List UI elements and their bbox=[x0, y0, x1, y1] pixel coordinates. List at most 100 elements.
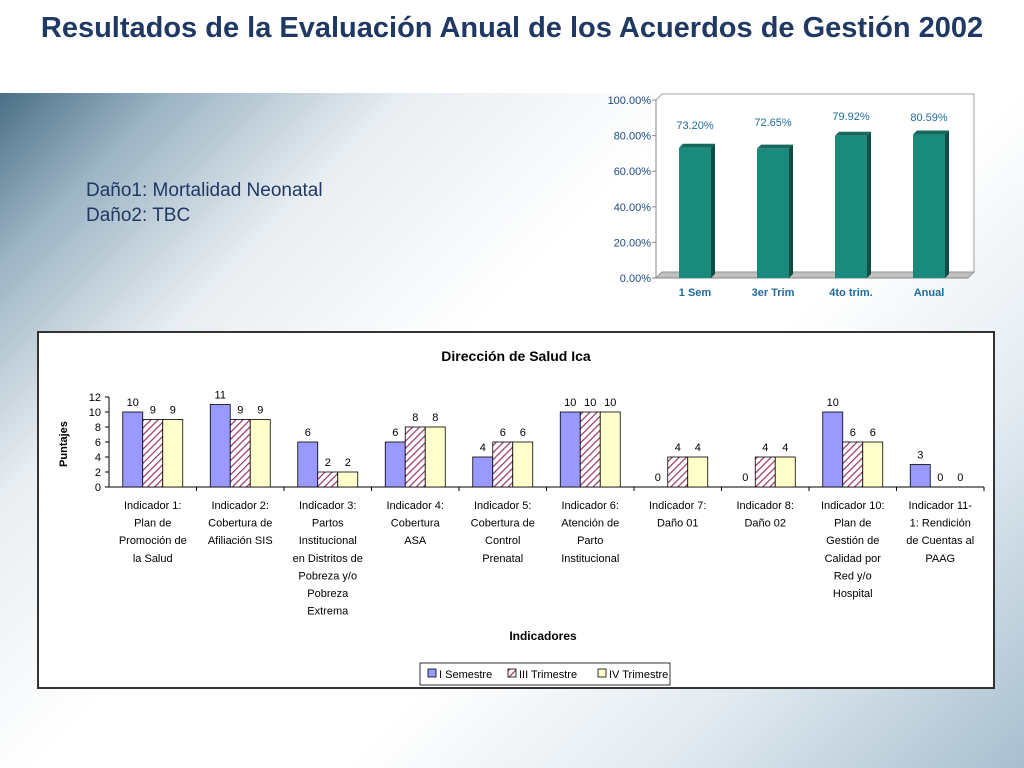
data-label: 79.92% bbox=[832, 111, 870, 123]
data-label: 0 bbox=[957, 472, 963, 484]
bar bbox=[492, 441, 514, 488]
x-tick-label: Indicador 7: Daño 01 bbox=[649, 500, 706, 530]
bar-side bbox=[867, 131, 871, 278]
data-label: 10 bbox=[827, 397, 839, 409]
bar-top bbox=[913, 130, 949, 135]
data-label: 80.59% bbox=[910, 112, 948, 124]
percent-bar-chart: 0.00% 20.00% 40.00% 60.00% 80.00% 100.00% 73.2… bbox=[608, 93, 975, 299]
data-label: 4 bbox=[762, 442, 768, 454]
bar bbox=[579, 411, 601, 488]
bar bbox=[162, 419, 184, 488]
x-tick-label: Indicador 3: Partos Institucional en Distri… bbox=[293, 500, 363, 618]
legend-swatch bbox=[597, 668, 607, 678]
y-tick-label: 20.00% bbox=[614, 237, 652, 249]
y-tick-label: 4 bbox=[95, 452, 101, 464]
data-label: 11 bbox=[215, 390, 226, 402]
data-label: 4 bbox=[480, 442, 486, 454]
data-label: 6 bbox=[870, 427, 876, 439]
x-tick-label: 4to trim. bbox=[829, 287, 872, 299]
data-label: 9 bbox=[237, 405, 243, 417]
bar bbox=[822, 411, 844, 488]
bar-top bbox=[757, 144, 793, 149]
y-tick-label: 8 bbox=[95, 422, 101, 434]
y-tick-label: 60.00% bbox=[614, 166, 652, 178]
data-label: 10 bbox=[604, 397, 616, 409]
data-label: 10 bbox=[564, 397, 576, 409]
bar bbox=[209, 404, 231, 488]
x-tick-label: Indicador 6: Atención de Parto Instituciona… bbox=[561, 500, 619, 565]
percent-plot-area: 0.00% 20.00% 40.00% 60.00% 80.00% 100.00% 73.2… bbox=[608, 93, 975, 299]
data-label: 4 bbox=[782, 442, 788, 454]
chart-legend: I Semestre III Trimestre IV Trimestre bbox=[419, 662, 671, 686]
bar bbox=[229, 419, 251, 488]
bar bbox=[317, 471, 339, 488]
bar bbox=[757, 148, 789, 278]
y-tick-label: 6 bbox=[95, 437, 101, 449]
bar bbox=[862, 441, 884, 488]
data-label: 6 bbox=[305, 427, 311, 439]
data-label: 8 bbox=[432, 412, 438, 424]
data-label: 0 bbox=[937, 472, 943, 484]
dano-1-text: Daño1: Mortalidad Neonatal bbox=[86, 180, 323, 201]
main-chart-ylabel: Puntajes bbox=[58, 421, 70, 467]
legend-swatch bbox=[507, 668, 517, 678]
bar bbox=[122, 411, 144, 488]
bar bbox=[512, 441, 534, 488]
indicator-bar-chart: Dirección de Salud Ica Puntajes Indicado… bbox=[58, 348, 985, 686]
bar-side bbox=[711, 143, 715, 278]
y-tick-label: 40.00% bbox=[614, 202, 652, 214]
legend-swatch bbox=[427, 668, 437, 678]
data-label: 6 bbox=[500, 427, 506, 439]
dano-2-text: Daño2: TBC bbox=[86, 205, 191, 226]
bar bbox=[599, 411, 621, 488]
legend-label: IV Trimestre bbox=[609, 669, 668, 681]
data-label: 6 bbox=[392, 427, 398, 439]
data-label: 8 bbox=[412, 412, 418, 424]
y-tick-label: 80.00% bbox=[614, 131, 652, 143]
bar bbox=[384, 441, 406, 488]
main-chart-title: Dirección de Salud Ica bbox=[441, 348, 591, 364]
bar bbox=[337, 471, 359, 488]
x-tick-label: Indicador 5: Cobertura de Control Prenatal bbox=[471, 500, 535, 565]
data-label: 9 bbox=[257, 405, 263, 417]
bar bbox=[754, 456, 776, 488]
data-label: 6 bbox=[520, 427, 526, 439]
x-tick-label: 3er Trim bbox=[752, 287, 795, 299]
bar bbox=[472, 456, 494, 488]
bar-top bbox=[679, 143, 715, 148]
y-tick-label: 0 bbox=[95, 482, 101, 494]
legend-box bbox=[419, 662, 671, 686]
data-label: 10 bbox=[127, 397, 139, 409]
bar bbox=[835, 135, 867, 278]
bar bbox=[667, 456, 689, 488]
data-label: 73.20% bbox=[676, 120, 714, 132]
bar bbox=[842, 441, 864, 488]
bar bbox=[297, 441, 319, 488]
x-tick-label: Indicador 8: Daño 02 bbox=[737, 500, 794, 530]
bar bbox=[909, 464, 931, 488]
bar bbox=[249, 419, 271, 488]
bar-side bbox=[945, 130, 949, 278]
data-label: 4 bbox=[695, 442, 701, 454]
data-label: 0 bbox=[742, 472, 748, 484]
bar bbox=[404, 426, 426, 488]
data-label: 3 bbox=[917, 450, 923, 462]
bar bbox=[774, 456, 796, 488]
data-label: 2 bbox=[345, 457, 351, 469]
bar bbox=[424, 426, 446, 488]
y-tick-label: 2 bbox=[95, 467, 101, 479]
x-tick-label: Indicador 4: Cobertura ASA bbox=[387, 500, 444, 547]
bar bbox=[913, 134, 945, 278]
dano-list: Daño1: Mortalidad Neonatal Daño2: TBC bbox=[86, 178, 323, 228]
bar bbox=[687, 456, 709, 488]
y-tick-label: 10 bbox=[89, 407, 101, 419]
data-label: 0 bbox=[655, 472, 661, 484]
x-tick-label: Indicador 11-1: Rendición de Cuentas al PA… bbox=[906, 500, 974, 565]
legend-label: I Semestre bbox=[439, 669, 492, 681]
x-tick-label: 1 Sem bbox=[679, 287, 712, 299]
y-tick-label: 0.00% bbox=[620, 273, 651, 285]
x-tick-label: Indicador 2: Cobertura de Afiliación SIS bbox=[208, 500, 273, 547]
x-tick-label: Indicador 10: Plan de Gestión de Calidad po… bbox=[821, 500, 885, 600]
bar bbox=[142, 419, 164, 488]
data-label: 9 bbox=[150, 405, 156, 417]
